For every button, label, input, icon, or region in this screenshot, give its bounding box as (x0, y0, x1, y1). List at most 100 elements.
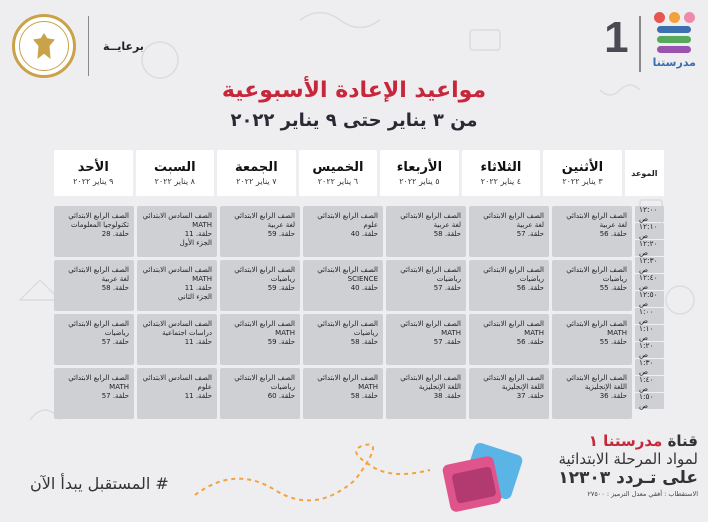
cell-line: حلقة. 56 (516, 338, 544, 346)
cell-line: MATH (358, 383, 378, 391)
cell-line: الصف الرابع الابتدائي (566, 212, 627, 220)
time-slot: ١:٤٠ ص (635, 375, 664, 393)
cell-line: حلقة. 36 (599, 392, 627, 400)
channel-word: قناة (667, 432, 698, 450)
cell-line: تكنولوجيا المعلومات (71, 221, 129, 229)
day-name: السبت (153, 160, 196, 175)
cell-line: حلقة. 58 (101, 284, 129, 292)
day-header: الأثنين ٣ يناير ٢٠٢٢ (543, 150, 622, 196)
cell-line: رياضيات (270, 275, 295, 283)
day-date: ٧ يناير ٢٠٢٢ (236, 177, 277, 186)
channel-info: قناة مدرستنا ١ لمواد المرحلة الابتدائية … (518, 432, 698, 498)
day-date: ٥ يناير ٢٠٢٢ (399, 177, 440, 186)
time-slot: ١٢:٢٠ ص (635, 239, 664, 257)
cell-line: MATH (192, 275, 212, 283)
cell-line: لغة عربية (101, 275, 129, 283)
schedule-cell: الصف الرابع الابتدائي MATH حلقة. 57 (54, 368, 134, 419)
brand-divider (638, 16, 641, 72)
schedule-body: الصف الرابع الابتدائي تكنولوجيا المعلومات… (54, 205, 664, 419)
cell-line: الصف الرابع الابتدائي (566, 266, 627, 274)
time-header: الموعد (624, 150, 664, 196)
brand-dot (668, 12, 680, 23)
schedule-cell: الصف الرابع الابتدائي تكنولوجيا المعلومات… (54, 206, 134, 257)
cell-line: حلقة. 60 (267, 392, 295, 400)
cell-line: الصف الرابع الابتدائي (566, 374, 627, 382)
page-subtitle: من ٣ يناير حتى ٩ يناير ٢٠٢٢ (230, 110, 478, 131)
cell-line: حلقة. 55 (599, 338, 627, 346)
day-header: السبت ٨ يناير ٢٠٢٢ (135, 150, 215, 196)
schedule-cell: الصف الرابع الابتدائي اللغة الإنجليزية حلق… (469, 368, 549, 419)
schedule-cell: الصف السادس الابتدائي دراسات اجتماعية حلقة… (137, 314, 217, 365)
cell-line: رياضيات (436, 275, 461, 283)
cell-line: MATH (275, 329, 295, 337)
ministry-logo (12, 14, 76, 78)
cell-line: حلقة. 55 (599, 284, 627, 292)
brand-number: 1 (604, 13, 629, 62)
cell-line: الصف السادس الابتدائي (142, 320, 212, 328)
cell-line: الصف الرابع الابتدائي (483, 266, 544, 274)
cell-line: الصف الرابع الابتدائي (68, 212, 129, 220)
schedule-cell: الصف الرابع الابتدائي رياضيات حلقة. 59 (220, 260, 300, 311)
books-illustration (442, 442, 523, 512)
cell-line: حلقة. 57 (433, 284, 461, 292)
cell-line: حلقة. 59 (267, 284, 295, 292)
schedule-cell: الصف الرابع الابتدائي لغة عربية حلقة. 58 (386, 206, 466, 257)
time-slot: ١٢:٤٠ ص (635, 273, 664, 291)
schedule-cell: الصف الرابع الابتدائي لغة عربية حلقة. 58 (54, 260, 134, 311)
cell-line: حلقة. 40 (350, 284, 378, 292)
schedule-cell: الصف السادس الابتدائي علوم حلقة. 11 (137, 368, 217, 419)
cell-line: الجزء الأول (179, 239, 212, 247)
cell-line: حلقة. 56 (599, 230, 627, 238)
brand-dot (653, 12, 665, 23)
cell-line: الصف الرابع الابتدائي (400, 320, 461, 328)
cell-line: علوم (197, 383, 212, 391)
brand-bar (657, 46, 692, 53)
cell-line: الصف الرابع الابتدائي (400, 212, 461, 220)
cell-line: حلقة. 56 (516, 284, 544, 292)
cell-line: دراسات اجتماعية (162, 329, 212, 337)
time-slot: ١٢:١٠ ص (635, 222, 664, 240)
schedule-cell: الصف الرابع الابتدائي لغة عربية حلقة. 56 (552, 206, 632, 257)
cell-line: لغة عربية (599, 221, 627, 229)
cell-line: الصف السادس الابتدائي (142, 212, 212, 220)
cell-line: لغة عربية (516, 221, 544, 229)
cell-line: حلقة. 59 (267, 230, 295, 238)
schedule-cell: الصف الرابع الابتدائي رياضيات حلقة. 56 (469, 260, 549, 311)
cell-line: الصف الرابع الابتدائي (68, 266, 129, 274)
cell-line: الصف الرابع الابتدائي (400, 374, 461, 382)
cell-line: حلقة. 11 (184, 338, 212, 346)
cell-line: اللغة الإنجليزية (418, 383, 461, 391)
cell-line: حلقة. 57 (433, 338, 461, 346)
cell-line: اللغة الإنجليزية (501, 383, 544, 391)
schedule-cell: الصف الرابع الابتدائي MATH حلقة. 59 (220, 314, 300, 365)
divider (88, 16, 89, 76)
time-slot: ١٢:٣٠ ص (635, 256, 664, 274)
cell-line: الصف الرابع الابتدائي (68, 320, 129, 328)
cell-line: SCIENCE (347, 275, 378, 283)
time-column: ١٢:٠٠ ص ١٢:١٠ ص ١٢:٢٠ ص ١٢:٣٠ ص ١٢:٤٠ ص ١٢:٥٠… (635, 205, 664, 419)
cell-line: اللغة الإنجليزية (584, 383, 627, 391)
channel-frequency: على تـردد ١٢٣٠٣ (558, 468, 698, 488)
day-name: الأربعاء (396, 160, 443, 175)
brand-bar (657, 26, 692, 33)
cell-line: حلقة. 40 (350, 230, 378, 238)
cell-line: الصف السادس الابتدائي (142, 266, 212, 274)
cell-line: الصف الرابع الابتدائي (317, 374, 378, 382)
time-slot: ١٢:٠٠ ص (635, 205, 664, 223)
cell-line: رياضيات (353, 329, 378, 337)
day-header: الثلاثاء ٤ يناير ٢٠٢٢ (461, 150, 541, 196)
cell-line: حلقة. 57 (101, 338, 129, 346)
cell-line: MATH (524, 329, 544, 337)
brand-mark: مدرستنا (653, 12, 696, 69)
day-name: الجمعة (235, 160, 278, 175)
cell-line: MATH (109, 383, 129, 391)
cell-line: الصف الرابع الابتدائي (234, 320, 295, 328)
schedule-table: الأحد ٩ يناير ٢٠٢٢ السبت ٨ يناير ٢٠٢٢ الجم… (54, 150, 664, 419)
schedule-cell: الصف السادس الابتدائي MATH حلقة. 11 الجزء ا… (137, 206, 217, 257)
cell-line: علوم (363, 221, 378, 229)
day-date: ٨ يناير ٢٠٢٢ (154, 177, 195, 186)
page-title: مواعيد الإعادة الأسبوعية (221, 78, 487, 103)
brand-name: مدرستنا (652, 56, 696, 69)
schedule-cell: الصف الرابع الابتدائي اللغة الإنجليزية حلق… (386, 368, 466, 419)
schedule-cell: الصف الرابع الابتدائي رياضيات حلقة. 57 (54, 314, 134, 365)
